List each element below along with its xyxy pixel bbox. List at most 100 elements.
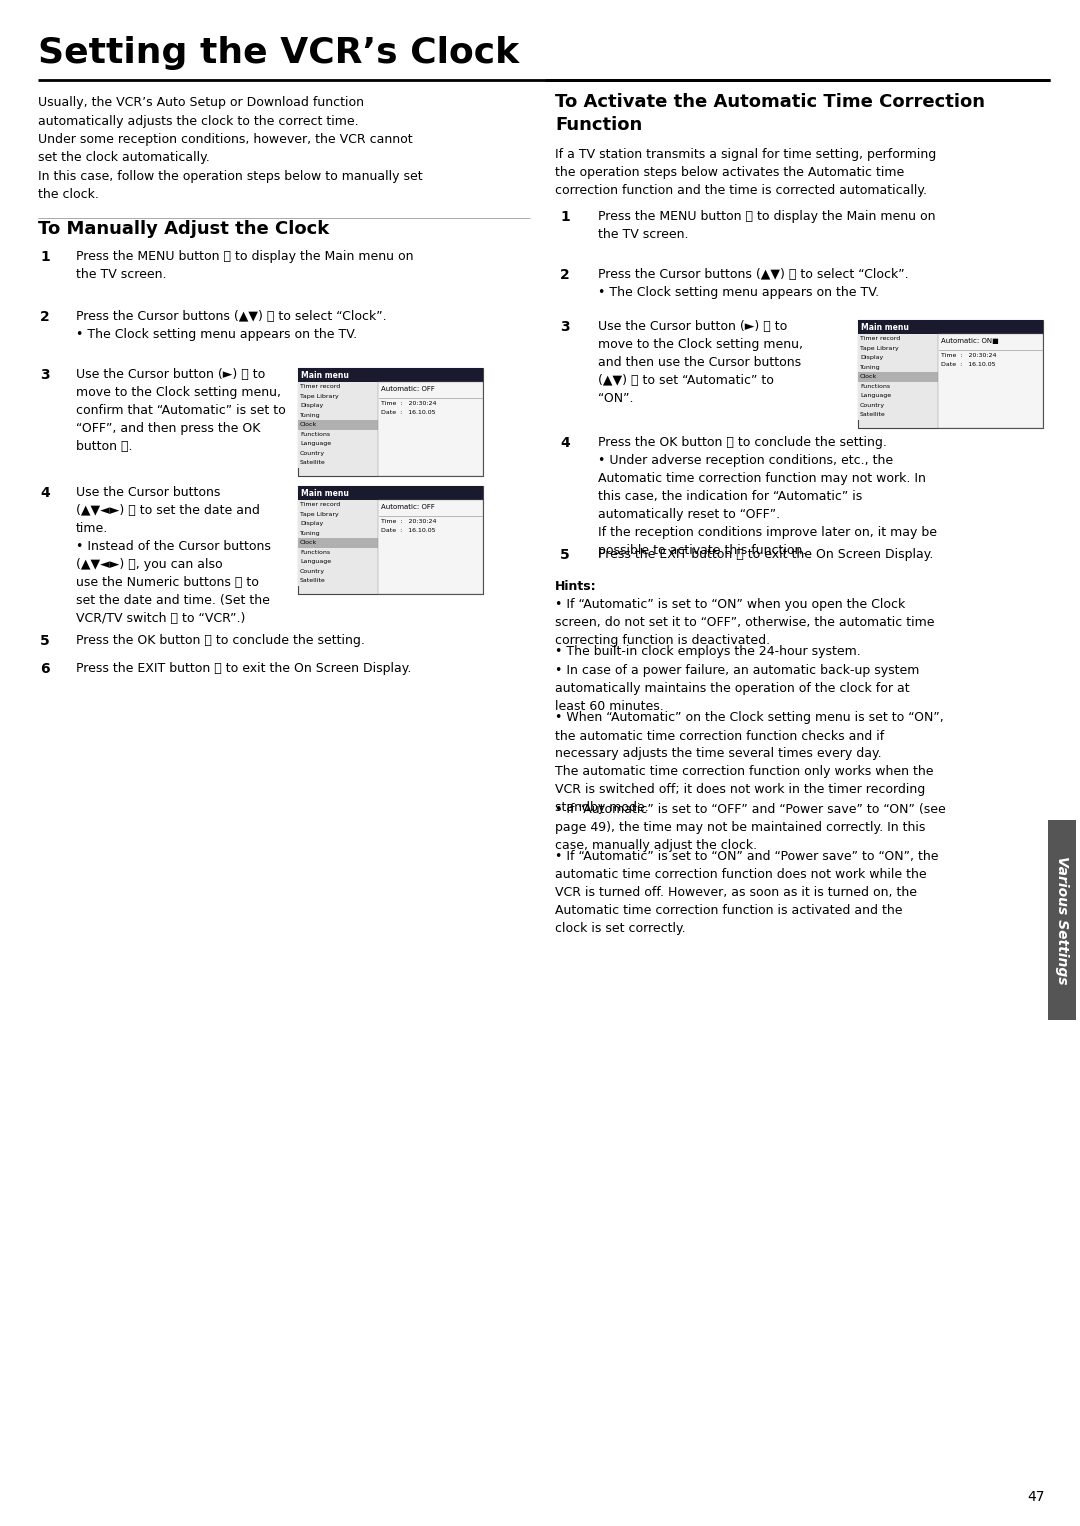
Text: 3: 3 [40, 368, 50, 382]
Text: Press the EXIT button ⓨ to exit the On Screen Display.: Press the EXIT button ⓨ to exit the On S… [76, 662, 411, 674]
Bar [298, 382, 378, 392]
Text: Time  :   20:30:24: Time : 20:30:24 [381, 401, 436, 406]
Bar [298, 392, 378, 401]
Text: Main menu: Main menu [861, 322, 909, 331]
Text: Country: Country [860, 403, 886, 407]
Bar [378, 382, 483, 476]
Bar [298, 485, 483, 501]
Text: Press the MENU button ⓢ to display the Main menu on
the TV screen.: Press the MENU button ⓢ to display the M… [598, 211, 935, 241]
Bar [858, 353, 939, 363]
Bar [858, 334, 939, 343]
Text: Automatic: OFF: Automatic: OFF [381, 504, 435, 510]
Bar [298, 510, 378, 519]
Text: Timer record: Timer record [300, 385, 340, 389]
Bar [298, 557, 378, 566]
Text: If a TV station transmits a signal for time setting, performing
the operation st: If a TV station transmits a signal for t… [555, 148, 936, 197]
Bar [858, 372, 939, 382]
Bar [858, 382, 939, 391]
Text: 1: 1 [561, 211, 570, 224]
Text: Automatic: OFF: Automatic: OFF [381, 386, 435, 392]
Text: Use the Cursor button (►) ⓣ to
move to the Clock setting menu,
and then use the : Use the Cursor button (►) ⓣ to move to t… [598, 320, 804, 404]
Text: Display: Display [300, 522, 323, 526]
Text: Satellite: Satellite [300, 578, 326, 583]
Text: Clock: Clock [300, 423, 318, 427]
Text: To Manually Adjust the Clock: To Manually Adjust the Clock [38, 220, 329, 238]
Text: Display: Display [860, 356, 883, 360]
Text: 2: 2 [40, 310, 50, 324]
Text: Functions: Functions [860, 383, 890, 389]
Text: Hints:: Hints: [555, 580, 596, 594]
Text: • In case of a power failure, an automatic back-up system
automatically maintain: • In case of a power failure, an automat… [555, 664, 919, 713]
Text: • If “Automatic” is set to “ON” and “Power save” to “ON”, the
automatic time cor: • If “Automatic” is set to “ON” and “Pow… [555, 850, 939, 935]
Text: Tape Library: Tape Library [300, 511, 339, 517]
Bar [298, 501, 378, 510]
Text: Tuning: Tuning [300, 531, 321, 536]
Bar [858, 400, 939, 410]
Text: Various Settings: Various Settings [1055, 856, 1069, 984]
Text: 5: 5 [40, 633, 50, 649]
Bar [298, 458, 378, 467]
Text: Date  :   16.10.05: Date : 16.10.05 [941, 362, 996, 366]
Bar [298, 566, 378, 575]
Bar [298, 539, 378, 548]
Text: Functions: Functions [300, 432, 330, 436]
Bar [298, 410, 378, 420]
Bar [858, 320, 1043, 334]
Text: Usually, the VCR’s Auto Setup or Download function
automatically adjusts the clo: Usually, the VCR’s Auto Setup or Downloa… [38, 96, 422, 201]
Text: Timer record: Timer record [860, 336, 901, 342]
Text: Display: Display [300, 403, 323, 409]
Bar [858, 363, 939, 372]
Text: • If “Automatic” is set to “OFF” and “Power save” to “ON” (see
page 49), the tim: • If “Automatic” is set to “OFF” and “Po… [555, 803, 946, 852]
Bar [298, 429, 378, 439]
Bar [858, 391, 939, 400]
Text: Functions: Functions [300, 549, 330, 555]
Text: Press the MENU button ⓢ to display the Main menu on
the TV screen.: Press the MENU button ⓢ to display the M… [76, 250, 414, 281]
Text: • The built-in clock employs the 24-hour system.: • The built-in clock employs the 24-hour… [555, 645, 861, 659]
Text: Press the OK button ⓩ to conclude the setting.: Press the OK button ⓩ to conclude the se… [76, 633, 365, 647]
Bar [298, 449, 378, 458]
Text: Date  :   16.10.05: Date : 16.10.05 [381, 410, 435, 415]
Bar [298, 485, 483, 594]
Text: Date  :   16.10.05: Date : 16.10.05 [381, 528, 435, 533]
Bar [298, 519, 378, 528]
Text: Satellite: Satellite [300, 461, 326, 465]
Text: Press the Cursor buttons (▲▼) ⓣ to select “Clock”.
• The Clock setting menu appe: Press the Cursor buttons (▲▼) ⓣ to selec… [598, 269, 908, 299]
Text: Use the Cursor button (►) ⓣ to
move to the Clock setting menu,
confirm that “Aut: Use the Cursor button (►) ⓣ to move to t… [76, 368, 286, 453]
Text: Time  :   20:30:24: Time : 20:30:24 [941, 353, 997, 359]
Bar [298, 548, 378, 557]
Text: Satellite: Satellite [860, 412, 886, 417]
Text: Press the EXIT button ⓨ to exit the On Screen Display.: Press the EXIT button ⓨ to exit the On S… [598, 548, 933, 562]
Text: Tape Library: Tape Library [860, 346, 899, 351]
Bar [939, 334, 1043, 427]
Text: To Activate the Automatic Time Correction
Function: To Activate the Automatic Time Correctio… [555, 93, 985, 134]
Text: 4: 4 [40, 485, 50, 501]
Bar [298, 528, 378, 539]
Text: Clock: Clock [300, 540, 318, 545]
Text: 6: 6 [40, 662, 50, 676]
Text: Country: Country [300, 450, 325, 456]
Text: Time  :   20:30:24: Time : 20:30:24 [381, 519, 436, 523]
Bar [858, 343, 939, 353]
Text: Language: Language [300, 559, 332, 565]
Bar [298, 368, 483, 382]
Bar [378, 501, 483, 594]
Bar [1048, 819, 1076, 1019]
Text: 5: 5 [561, 548, 570, 562]
Text: Tape Library: Tape Library [300, 394, 339, 398]
Bar [298, 420, 378, 429]
Bar [298, 575, 378, 586]
Text: 1: 1 [40, 250, 50, 264]
Text: 3: 3 [561, 320, 569, 334]
Text: Timer record: Timer record [300, 502, 340, 507]
Text: Use the Cursor buttons
(▲▼◄►) ⓣ to set the date and
time.
• Instead of the Curso: Use the Cursor buttons (▲▼◄►) ⓣ to set t… [76, 485, 271, 626]
Bar [298, 439, 378, 449]
Text: • If “Automatic” is set to “ON” when you open the Clock
screen, do not set it to: • If “Automatic” is set to “ON” when you… [555, 598, 934, 647]
Text: Tuning: Tuning [860, 365, 880, 369]
Text: 4: 4 [561, 436, 570, 450]
Text: Main menu: Main menu [301, 371, 349, 380]
Bar [298, 368, 483, 476]
Bar [858, 410, 939, 420]
Text: Setting the VCR’s Clock: Setting the VCR’s Clock [38, 37, 519, 70]
Text: • When “Automatic” on the Clock setting menu is set to “ON”,
the automatic time : • When “Automatic” on the Clock setting … [555, 711, 944, 815]
Text: Press the Cursor buttons (▲▼) ⓣ to select “Clock”.
• The Clock setting menu appe: Press the Cursor buttons (▲▼) ⓣ to selec… [76, 310, 387, 340]
